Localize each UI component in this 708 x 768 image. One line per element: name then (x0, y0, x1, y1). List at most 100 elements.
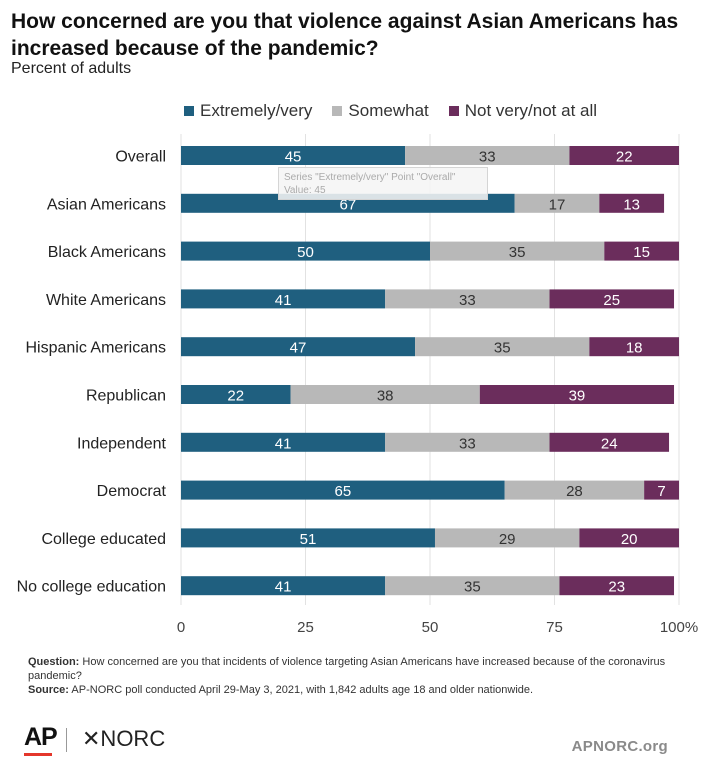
x-tick-label-0: 0 (177, 619, 185, 636)
data-label-somewhat-no-college-education: 35 (464, 579, 481, 596)
bar-somewhat-independent (385, 432, 550, 452)
data-label-extremely-very-hispanic-americans: 47 (290, 340, 307, 357)
bar-somewhat-asian-americans (514, 193, 600, 213)
data-label-extremely-very-black-americans: 50 (297, 244, 314, 261)
bar-somewhat-white-americans (385, 289, 550, 309)
norc-logo: ✕NORC (82, 726, 166, 751)
x-tick-label-1: 25 (297, 619, 314, 636)
ap-logo-underline (24, 753, 52, 756)
data-label-extremely-very-college-educated: 51 (300, 531, 317, 548)
bar-extremely-very-overall (181, 146, 406, 165)
x-tick-label-2: 50 (422, 619, 439, 636)
data-label-extremely-very-white-americans: 41 (275, 292, 292, 309)
legend-swatch-somewhat (332, 106, 343, 116)
bar-somewhat-college-educated (434, 528, 580, 548)
category-label-college-educated: College educated (41, 531, 166, 548)
legend-item-somewhat: Somewhat (332, 101, 429, 121)
ap-logo: AP (24, 723, 58, 751)
data-label-somewhat-college-educated: 29 (499, 531, 516, 548)
bar-somewhat-overall (405, 146, 570, 165)
category-label-asian-americans: Asian Americans (47, 196, 166, 213)
bar-not-very-not-at-all-democrat (644, 480, 679, 500)
category-label-democrat: Democrat (97, 483, 167, 500)
category-label-no-college-education: No college education (17, 579, 166, 596)
bar-not-very-not-at-all-white-americans (549, 289, 675, 309)
data-label-not-very-not-at-all-white-americans: 25 (603, 292, 620, 309)
data-label-somewhat-democrat: 28 (566, 483, 583, 500)
bar-extremely-very-democrat (181, 480, 505, 500)
data-label-somewhat-independent: 33 (459, 435, 476, 452)
footer-notes: Question: How concerned are you that inc… (28, 655, 668, 697)
legend-label-extremely-very: Extremely/very (200, 101, 313, 120)
stacked-bar-chart: Overall 45 33 22 Asian Americans 67 17 13 Black … (17, 134, 698, 636)
category-label-black-americans: Black Americans (48, 244, 166, 261)
chart-tooltip: Series "Extremely/very" Point "Overall" … (278, 167, 488, 200)
data-label-extremely-very-no-college-education: 41 (275, 579, 292, 596)
bar-somewhat-hispanic-americans (415, 337, 590, 357)
data-label-not-very-not-at-all-black-americans: 15 (633, 244, 650, 261)
data-label-not-very-not-at-all-democrat: 7 (657, 483, 665, 500)
bar-somewhat-no-college-education (385, 576, 560, 596)
tooltip-value-line: Value: 45 (284, 185, 326, 196)
bar-not-very-not-at-all-hispanic-americans (589, 337, 679, 357)
legend-item-not-very: Not very/not at all (448, 101, 598, 121)
bar-not-very-not-at-all-no-college-education (559, 576, 675, 596)
data-label-not-very-not-at-all-college-educated: 20 (621, 531, 638, 548)
data-label-somewhat-black-americans: 35 (509, 244, 526, 261)
category-label-republican: Republican (86, 388, 166, 405)
category-label-hispanic-americans: Hispanic Americans (26, 340, 167, 357)
bar-extremely-very-black-americans (181, 241, 430, 261)
logo-divider (66, 728, 67, 752)
data-label-not-very-not-at-all-hispanic-americans: 18 (626, 340, 643, 357)
bar-not-very-not-at-all-college-educated (579, 528, 679, 548)
category-label-independent: Independent (77, 435, 167, 452)
data-label-somewhat-hispanic-americans: 35 (494, 340, 511, 357)
data-label-extremely-very-republican: 22 (227, 388, 244, 405)
data-label-somewhat-white-americans: 33 (459, 292, 476, 309)
bar-not-very-not-at-all-overall (569, 146, 679, 165)
site-link[interactable]: APNORC.org (571, 738, 668, 755)
data-label-not-very-not-at-all-asian-americans: 13 (623, 196, 640, 213)
legend-item-extremely-very: Extremely/very (184, 101, 312, 121)
legend-label-somewhat: Somewhat (348, 101, 429, 120)
x-tick-label-4: 100% (660, 619, 698, 636)
source-text: AP-NORC poll conducted April 29-May 3, 2… (71, 684, 534, 696)
data-label-extremely-very-overall: 45 (285, 149, 302, 166)
bar-somewhat-republican (290, 385, 480, 404)
legend-swatch-not-very (448, 106, 459, 116)
bar-extremely-very-independent (181, 432, 386, 452)
source-label: Source: (28, 684, 69, 696)
tooltip-series-line: Series "Extremely/very" Point "Overall" (284, 172, 456, 183)
question-text: How concerned are you that incidents of … (28, 656, 666, 682)
x-tick-label-3: 75 (546, 619, 563, 636)
data-label-not-very-not-at-all-no-college-education: 23 (608, 579, 625, 596)
bar-extremely-very-no-college-education (181, 576, 386, 596)
data-label-not-very-not-at-all-independent: 24 (601, 435, 618, 452)
bar-somewhat-democrat (504, 480, 645, 500)
legend-label-not-very: Not very/not at all (464, 101, 598, 120)
data-label-not-very-not-at-all-republican: 39 (569, 388, 586, 405)
data-label-extremely-very-democrat: 65 (335, 483, 352, 500)
data-label-somewhat-republican: 38 (377, 388, 394, 405)
bar-somewhat-black-americans (430, 241, 605, 261)
data-label-extremely-very-asian-americans: 67 (339, 196, 356, 213)
data-label-extremely-very-independent: 41 (275, 435, 292, 452)
bar-extremely-very-college-educated (181, 528, 435, 548)
data-label-somewhat-overall: 33 (479, 149, 496, 166)
chart-legend: Extremely/very Somewhat Not very/not at … (184, 101, 617, 121)
chart-subtitle: Percent of adults (11, 60, 132, 77)
bar-not-very-not-at-all-asian-americans (599, 193, 665, 213)
bar-extremely-very-republican (181, 385, 291, 404)
bar-extremely-very-hispanic-americans (181, 337, 416, 357)
bar-extremely-very-white-americans (181, 289, 386, 309)
data-label-somewhat-asian-americans: 17 (549, 196, 566, 213)
bar-not-very-not-at-all-republican (479, 385, 675, 404)
bar-not-very-not-at-all-black-americans (604, 241, 679, 261)
category-label-white-americans: White Americans (46, 292, 166, 309)
question-note: Question: How concerned are you that inc… (28, 655, 668, 683)
legend-swatch-extremely-very (184, 106, 194, 116)
source-note: Source: AP-NORC poll conducted April 29-… (28, 683, 668, 697)
chart-title: How concerned are you that violence agai… (11, 10, 679, 60)
category-label-overall: Overall (115, 149, 166, 166)
bar-not-very-not-at-all-independent (549, 432, 670, 452)
